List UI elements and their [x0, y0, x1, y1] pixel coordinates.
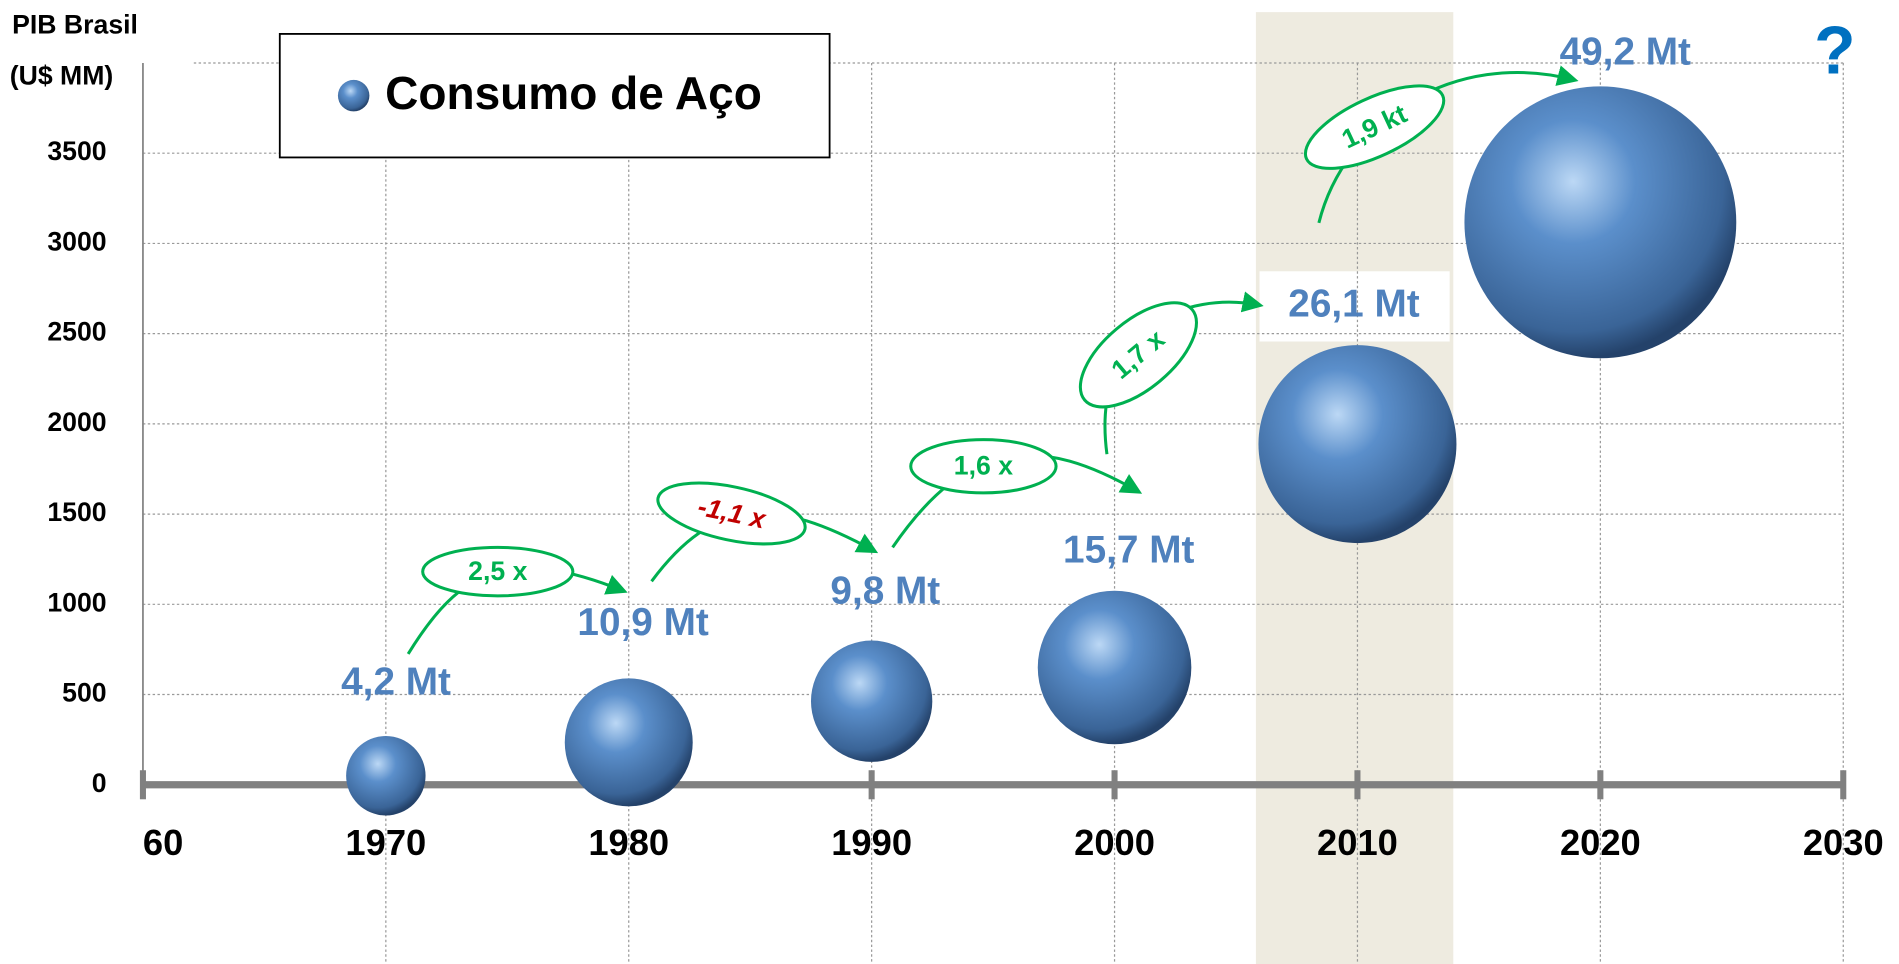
- legend-box: [278, 33, 831, 159]
- legend: Consumo de Aço: [278, 33, 831, 159]
- y-tick-label: 0: [92, 768, 107, 798]
- bubble: [1258, 345, 1457, 544]
- annotation-ellipse: [1078, 301, 1198, 409]
- x-tick-label: 1960: [103, 822, 184, 863]
- x-tick-label: 2020: [1560, 822, 1641, 863]
- annotation: 2,5 x: [421, 545, 575, 598]
- annotation: ?: [1814, 14, 1855, 89]
- x-tick-label: 1980: [588, 822, 669, 863]
- data-label: 15,7 Mt: [1063, 528, 1194, 571]
- x-tick-label: 1970: [345, 822, 426, 863]
- y-axis-title: PIB Brasil: [12, 10, 138, 40]
- annotation-text: 1,6 x: [954, 450, 1013, 480]
- y-tick-label: 2000: [47, 407, 106, 437]
- x-tick-label: 2000: [1074, 822, 1155, 863]
- legend-label: Consumo de Aço: [385, 67, 762, 119]
- y-tick-label: 3000: [47, 226, 106, 256]
- x-tick-label: 2010: [1317, 822, 1398, 863]
- annotation-ellipse: [909, 438, 1058, 495]
- x-tick-label: 2030: [1803, 822, 1884, 863]
- bubble: [1037, 590, 1192, 745]
- annotation: -1,1 x: [656, 481, 807, 546]
- annotation: 1,9 kt: [1303, 84, 1446, 170]
- data-label: 10,9 Mt: [577, 601, 708, 644]
- data-label: 4,2 Mt: [341, 660, 451, 703]
- annotation-ellipse: [656, 481, 807, 546]
- y-axis-title: (U$ MM): [10, 61, 114, 91]
- y-tick-label: 500: [62, 678, 106, 708]
- annotation: 1,7 x: [1078, 301, 1198, 409]
- annotation-text: 2,5 x: [468, 556, 527, 586]
- data-label: 26,1 Mt: [1288, 283, 1419, 326]
- data-label: 49,2 Mt: [1560, 31, 1691, 74]
- y-tick-label: 2500: [47, 317, 106, 347]
- annotation-ellipse: [421, 545, 575, 598]
- annotation: 1,6 x: [909, 438, 1058, 495]
- data-label: 9,8 Mt: [830, 570, 940, 613]
- bubble: [810, 640, 933, 762]
- bubble: [1464, 86, 1737, 359]
- annotation-ellipse: [1303, 84, 1446, 170]
- annotation-text: ?: [1814, 14, 1855, 89]
- y-tick-label: 3500: [47, 136, 106, 166]
- y-tick-label: 1500: [47, 497, 106, 527]
- bubble: [346, 736, 426, 816]
- x-tick-label: 1990: [831, 822, 912, 863]
- label-backdrop: [1259, 271, 1450, 342]
- legend-marker: [337, 79, 370, 112]
- y-tick-label: 1000: [47, 587, 106, 617]
- bubble: [564, 678, 693, 807]
